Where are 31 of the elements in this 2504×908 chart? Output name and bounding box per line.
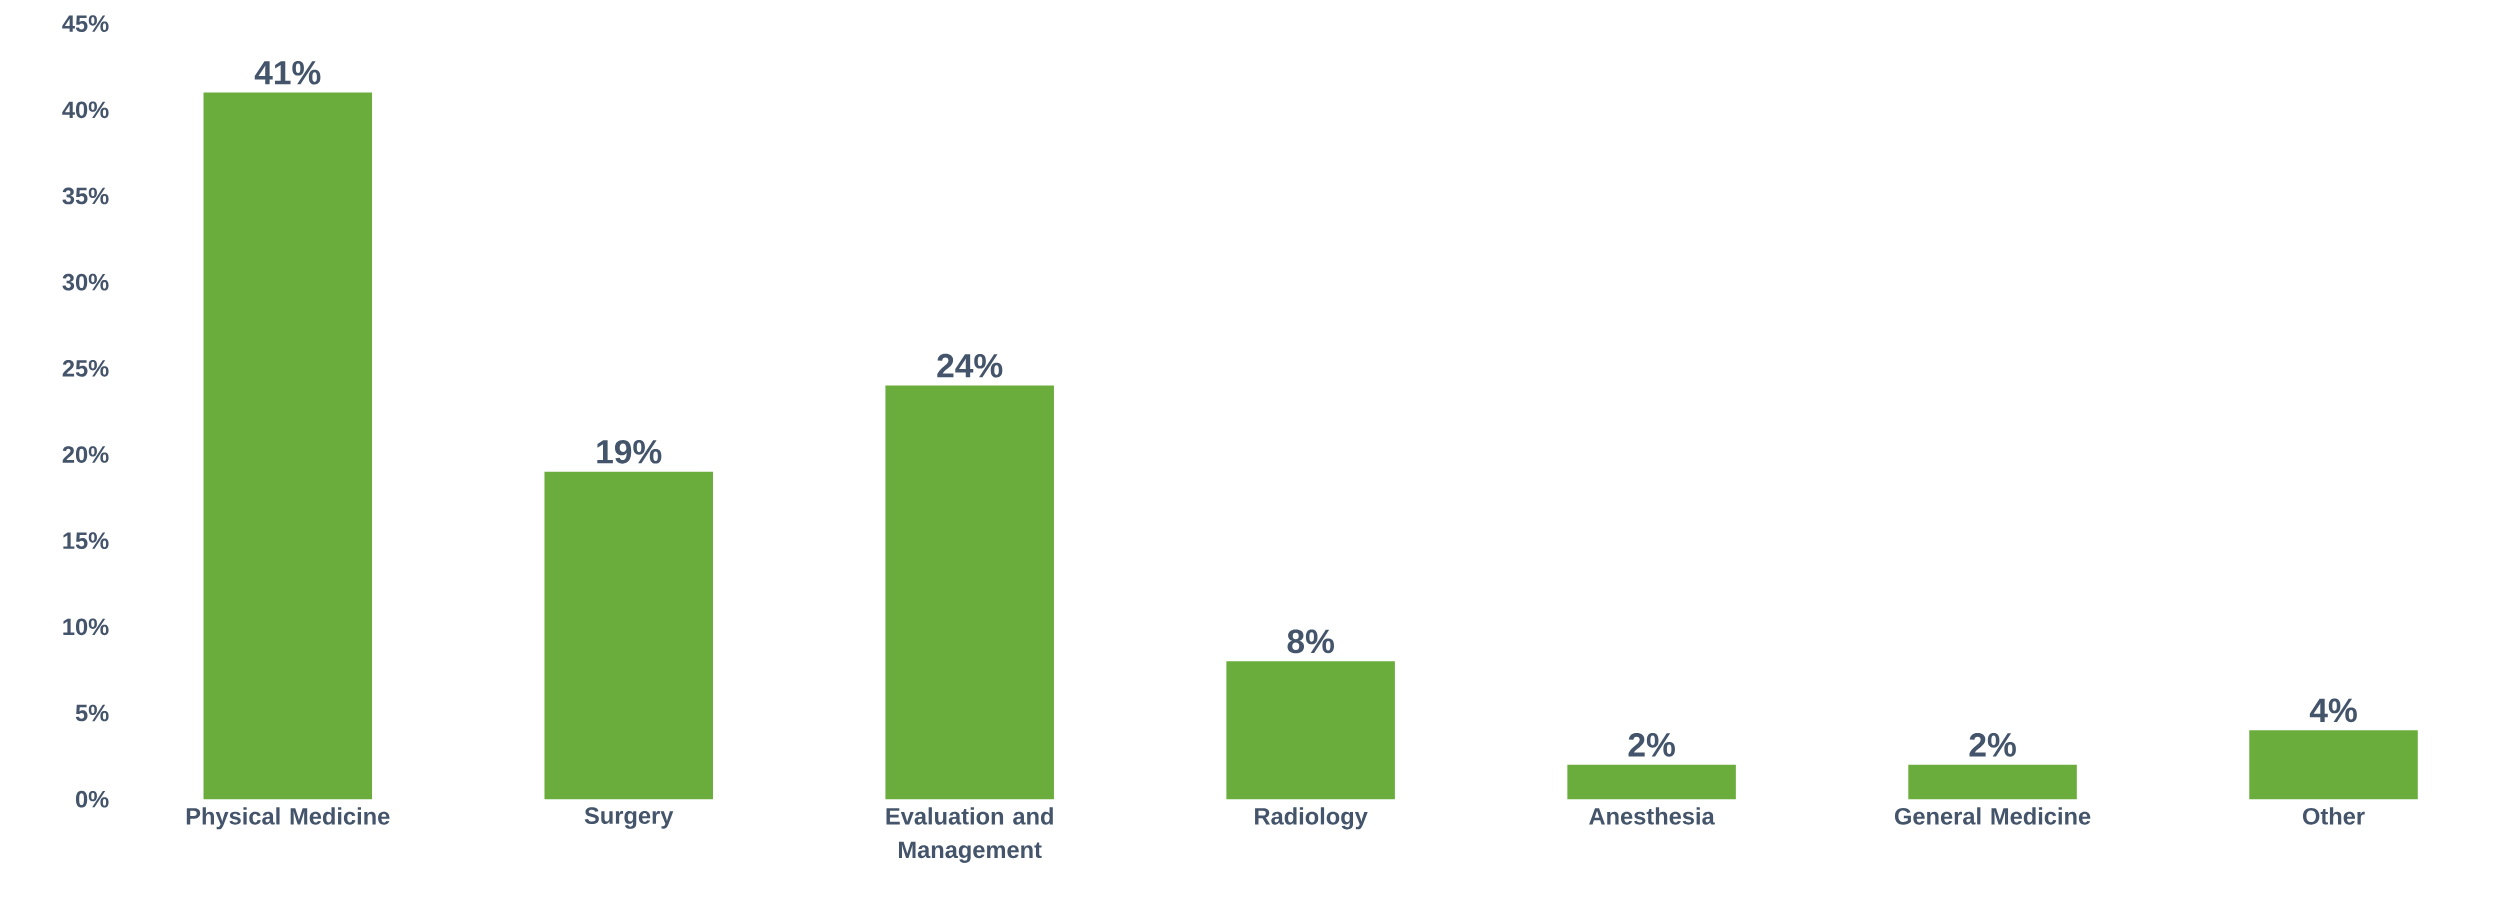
x-tick-label: Other <box>2302 807 2365 825</box>
y-tick-label: 5% <box>75 704 109 722</box>
data-label: 41% <box>254 61 321 85</box>
x-tick-label: Physical Medicine <box>186 807 390 830</box>
x-tick-label: General Medicine <box>1894 807 2091 825</box>
bar <box>544 471 713 800</box>
bar <box>2249 730 2418 800</box>
y-tick-label: 15% <box>63 532 109 550</box>
bar <box>1226 661 1395 800</box>
y-tick-label: 0% <box>75 791 109 808</box>
data-label: 2% <box>1969 733 2016 757</box>
data-label: 2% <box>1628 733 1675 757</box>
y-tick-label: 30% <box>62 273 109 291</box>
x-tick-label: Anesthesia <box>1589 807 1715 825</box>
y-tick-label: 10% <box>63 618 109 636</box>
y-tick-label: 25% <box>62 360 109 377</box>
data-label: 8% <box>1287 629 1334 654</box>
y-tick-label: 20% <box>62 446 109 464</box>
data-label: 4% <box>2309 698 2357 723</box>
data-label: 19% <box>597 440 662 464</box>
bar <box>885 385 1054 800</box>
bar <box>203 92 373 800</box>
y-tick-label: 35% <box>62 187 109 205</box>
bar <box>1908 764 2077 800</box>
y-tick-label: 45% <box>62 15 109 33</box>
x-tick-label: Evaluation and Management <box>886 807 1053 864</box>
y-tick-label: 40% <box>62 101 109 119</box>
x-tick-label: Radiology <box>1255 807 1368 830</box>
data-label: 24% <box>937 354 1003 378</box>
x-tick-label: Surgery <box>584 807 674 829</box>
bar <box>1567 764 1736 800</box>
